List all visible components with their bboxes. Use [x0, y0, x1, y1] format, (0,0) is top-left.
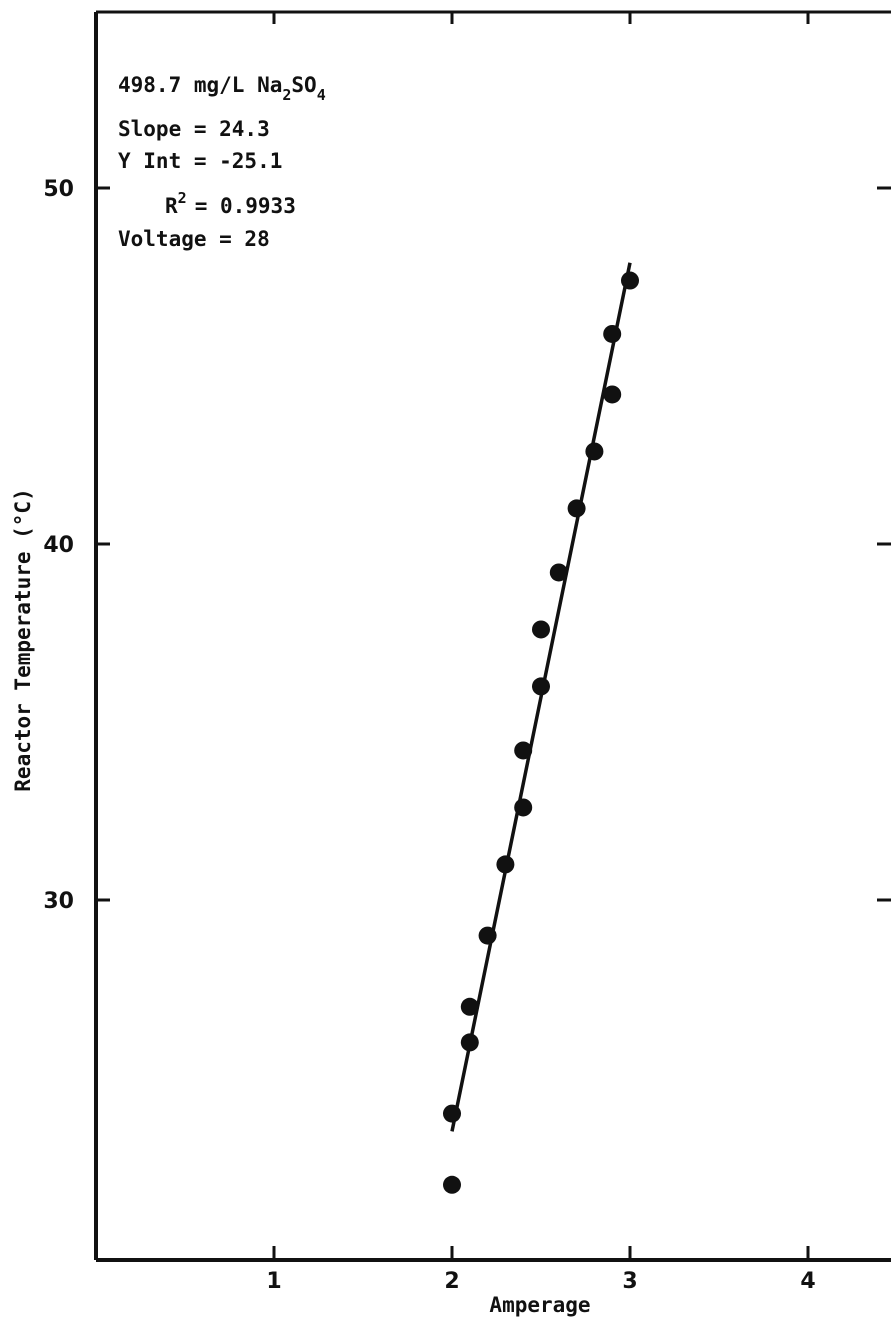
data-point [460, 1033, 479, 1052]
annotation-box: 498.7 mg/L Na2SO4 Slope = 24.3 Y Int = -… [118, 73, 326, 251]
r-value: = 0.9933 [195, 194, 296, 218]
y-axis-label: Reactor Temperature (°C) [11, 488, 35, 791]
y-tick-label: 30 [43, 889, 74, 914]
data-point [567, 499, 586, 518]
axes [94, 10, 891, 1262]
r-label: R [165, 194, 178, 218]
slope-annotation: Slope = 24.3 [118, 117, 270, 141]
y-tick-label: 50 [43, 177, 74, 202]
data-point [603, 385, 622, 404]
data-point [443, 1175, 461, 1194]
fit-line-group [450, 262, 632, 1132]
data-point [532, 677, 550, 696]
data-point [496, 855, 515, 874]
y-int-annotation: Y Int = -25.1 [118, 149, 282, 173]
subscript-2: 2 [282, 86, 291, 104]
data-point [603, 324, 622, 343]
data-point [532, 620, 550, 639]
fit-line [450, 262, 632, 1132]
x-axis-label: Amperage [489, 1293, 590, 1317]
data-point [478, 926, 497, 945]
concentration-prefix: 498.7 mg/L Na [118, 73, 282, 97]
data-point [460, 997, 479, 1016]
data-point [514, 798, 533, 817]
x-tick-label: 1 [266, 1269, 281, 1294]
r-squared-annotation: R2 = 0.9933 [165, 189, 296, 218]
axis-ticks: 1 2 3 4 30 40 50 [43, 12, 891, 1294]
data-point [621, 271, 639, 290]
concentration-annotation: 498.7 mg/L Na2SO4 [118, 73, 326, 104]
r-superscript: 2 [178, 189, 187, 207]
x-tick-label: 3 [622, 1269, 637, 1294]
data-point [443, 1104, 461, 1123]
voltage-annotation: Voltage = 28 [118, 227, 270, 251]
subscript-4: 4 [317, 86, 326, 104]
y-tick-label: 40 [43, 533, 74, 558]
data-point [549, 563, 568, 582]
data-points [443, 271, 639, 1194]
x-tick-label: 2 [444, 1269, 459, 1294]
x-tick-label: 4 [800, 1269, 815, 1294]
data-point [514, 741, 533, 760]
concentration-mid: SO [291, 73, 316, 97]
data-point [585, 442, 604, 461]
